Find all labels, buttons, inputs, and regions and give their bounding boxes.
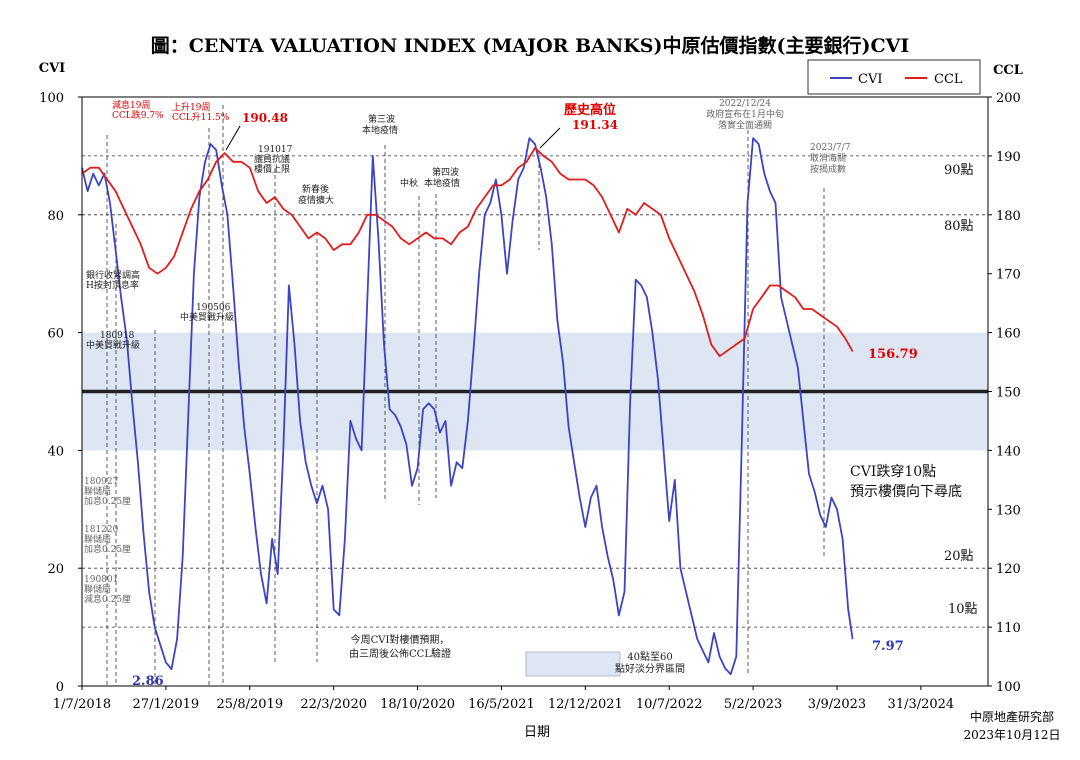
right-tick-label-160: 160 xyxy=(996,327,1021,342)
source-line-1: 中原地產研究部 xyxy=(970,709,1054,724)
left-tick-label-20: 20 xyxy=(47,562,64,577)
level-label-10: 10點 xyxy=(948,602,978,617)
ann-190506: 190506 中美貿戰升級 xyxy=(180,303,234,323)
x-tick-label-4: 18/10/2020 xyxy=(380,697,455,712)
right-tick-label-200: 200 xyxy=(996,91,1021,106)
left-tick-label-100: 100 xyxy=(39,91,64,106)
end-cvi-label: 7.97 xyxy=(872,639,904,654)
ann-0119-red: 上升19周 CCL升11.5% xyxy=(172,102,230,123)
band-legend-swatch xyxy=(525,651,621,677)
ticks-layer: 0 20 40 60 80 100 100 110 120 130 140 150 160 170 180 1… xyxy=(39,91,1021,712)
legend: CVI CCL xyxy=(807,59,981,95)
end-ccl-label: 156.79 xyxy=(868,347,918,362)
left-tick-label-60: 60 xyxy=(47,327,64,342)
level-label-80: 80點 xyxy=(944,219,974,234)
right-tick-label-110: 110 xyxy=(996,621,1021,636)
event-lines-layer xyxy=(106,105,825,686)
ann-190801: 190801 聯儲局減息0.25厘 xyxy=(84,575,131,605)
right-tick-label-130: 130 xyxy=(996,503,1021,518)
left-tick-label-0: 0 xyxy=(56,680,64,695)
x-tick-label-9: 3/9/2023 xyxy=(808,697,866,712)
left-tick-label-80: 80 xyxy=(47,209,64,224)
peak-2019-arrow xyxy=(225,125,241,151)
x-tick-label-10: 31/3/2024 xyxy=(888,697,955,712)
right-axis-title: CCL xyxy=(993,63,1023,78)
x-tick-label-0: 1/7/2018 xyxy=(53,697,111,712)
series-layer xyxy=(81,137,854,676)
band-layer xyxy=(82,332,988,451)
left-axis-title: CVI xyxy=(39,61,66,76)
ann-forecast: 今周CVI對樓價預期，由三周後公佈CCL驗證 xyxy=(349,633,451,660)
band-legend-label: 40點至60 點好淡分界區間 xyxy=(615,650,685,675)
right-tick-label-140: 140 xyxy=(996,444,1021,459)
peak-2021-title: 歷史高位 xyxy=(564,102,616,118)
x-tick-label-2: 25/8/2019 xyxy=(216,697,283,712)
right-tick-label-100: 100 xyxy=(996,680,1021,695)
right-tick-label-170: 170 xyxy=(996,268,1021,283)
ann-newyear: 新春後疫情擴大 xyxy=(298,183,334,206)
ann-bank-tighten: 銀行收緊調高 H按封頂息率 xyxy=(86,269,140,291)
ann-180918: 180918 中美貿戰升級 xyxy=(86,331,140,351)
ann-20221224: 2022/12/24 政府宣布在1月中旬落實全面通關 xyxy=(706,99,784,131)
ann-0718-red: 減息19周 CCL跌9.7% xyxy=(112,99,164,121)
right-tick-label-190: 190 xyxy=(996,150,1021,165)
chart-title: 圖：CENTA VALUATION INDEX (MAJOR BANKS)中原估… xyxy=(151,34,910,57)
x-tick-label-6: 12/12/2021 xyxy=(548,697,623,712)
legend-cvi-label: CVI xyxy=(858,72,882,87)
ann-wave4: 第四波本地疫情 xyxy=(424,166,460,189)
ann-191017: 191017 議員抗議樓價上限 xyxy=(254,145,293,175)
series-line-ccl xyxy=(81,147,854,358)
x-tick-label-8: 5/2/2023 xyxy=(724,697,782,712)
ann-midaut: 中秋 xyxy=(400,177,418,189)
x-axis-title: 日期 xyxy=(524,725,550,740)
left-tick-label-40: 40 xyxy=(47,444,64,459)
peak-2021-arrow xyxy=(539,127,561,149)
right-tick-label-180: 180 xyxy=(996,209,1021,224)
right-tick-label-150: 150 xyxy=(996,386,1021,401)
x-tick-label-5: 16/5/2021 xyxy=(468,697,535,712)
x-tick-label-7: 10/7/2022 xyxy=(636,697,703,712)
level-lines-layer xyxy=(82,155,988,628)
right-tick-label-120: 120 xyxy=(996,562,1021,577)
level-label-90: 90點 xyxy=(944,163,974,178)
low-2019-label: 2.86 xyxy=(132,674,164,689)
source-line-2: 2023年10月12日 xyxy=(963,728,1060,742)
peak-2021-value: 191.34 xyxy=(572,118,618,132)
level-label-20: 20點 xyxy=(944,549,974,564)
x-tick-label-3: 22/3/2020 xyxy=(300,697,367,712)
ann-181220: 181220 聯儲局加息0.25厘 xyxy=(84,525,131,555)
series-line-cvi xyxy=(81,137,854,676)
peak-2019-label: 190.48 xyxy=(242,111,288,125)
ann-20230707: 2023/7/7 取消海關按揭成數 xyxy=(810,143,851,175)
ann-180927: 180927 聯儲局加息0.25厘 xyxy=(84,477,131,507)
ann-cvi10: CVI跌穿10點預示樓價向下尋底 xyxy=(850,464,962,500)
legend-ccl-label: CCL xyxy=(934,72,963,87)
ann-wave3: 第三波本地疫情 xyxy=(362,113,398,136)
x-tick-label-1: 27/1/2019 xyxy=(133,697,200,712)
event-annotations: 減息19周 CCL跌9.7% 上升19周 CCL升11.5% 銀行收緊調高 H按封頂息… xyxy=(84,99,962,660)
